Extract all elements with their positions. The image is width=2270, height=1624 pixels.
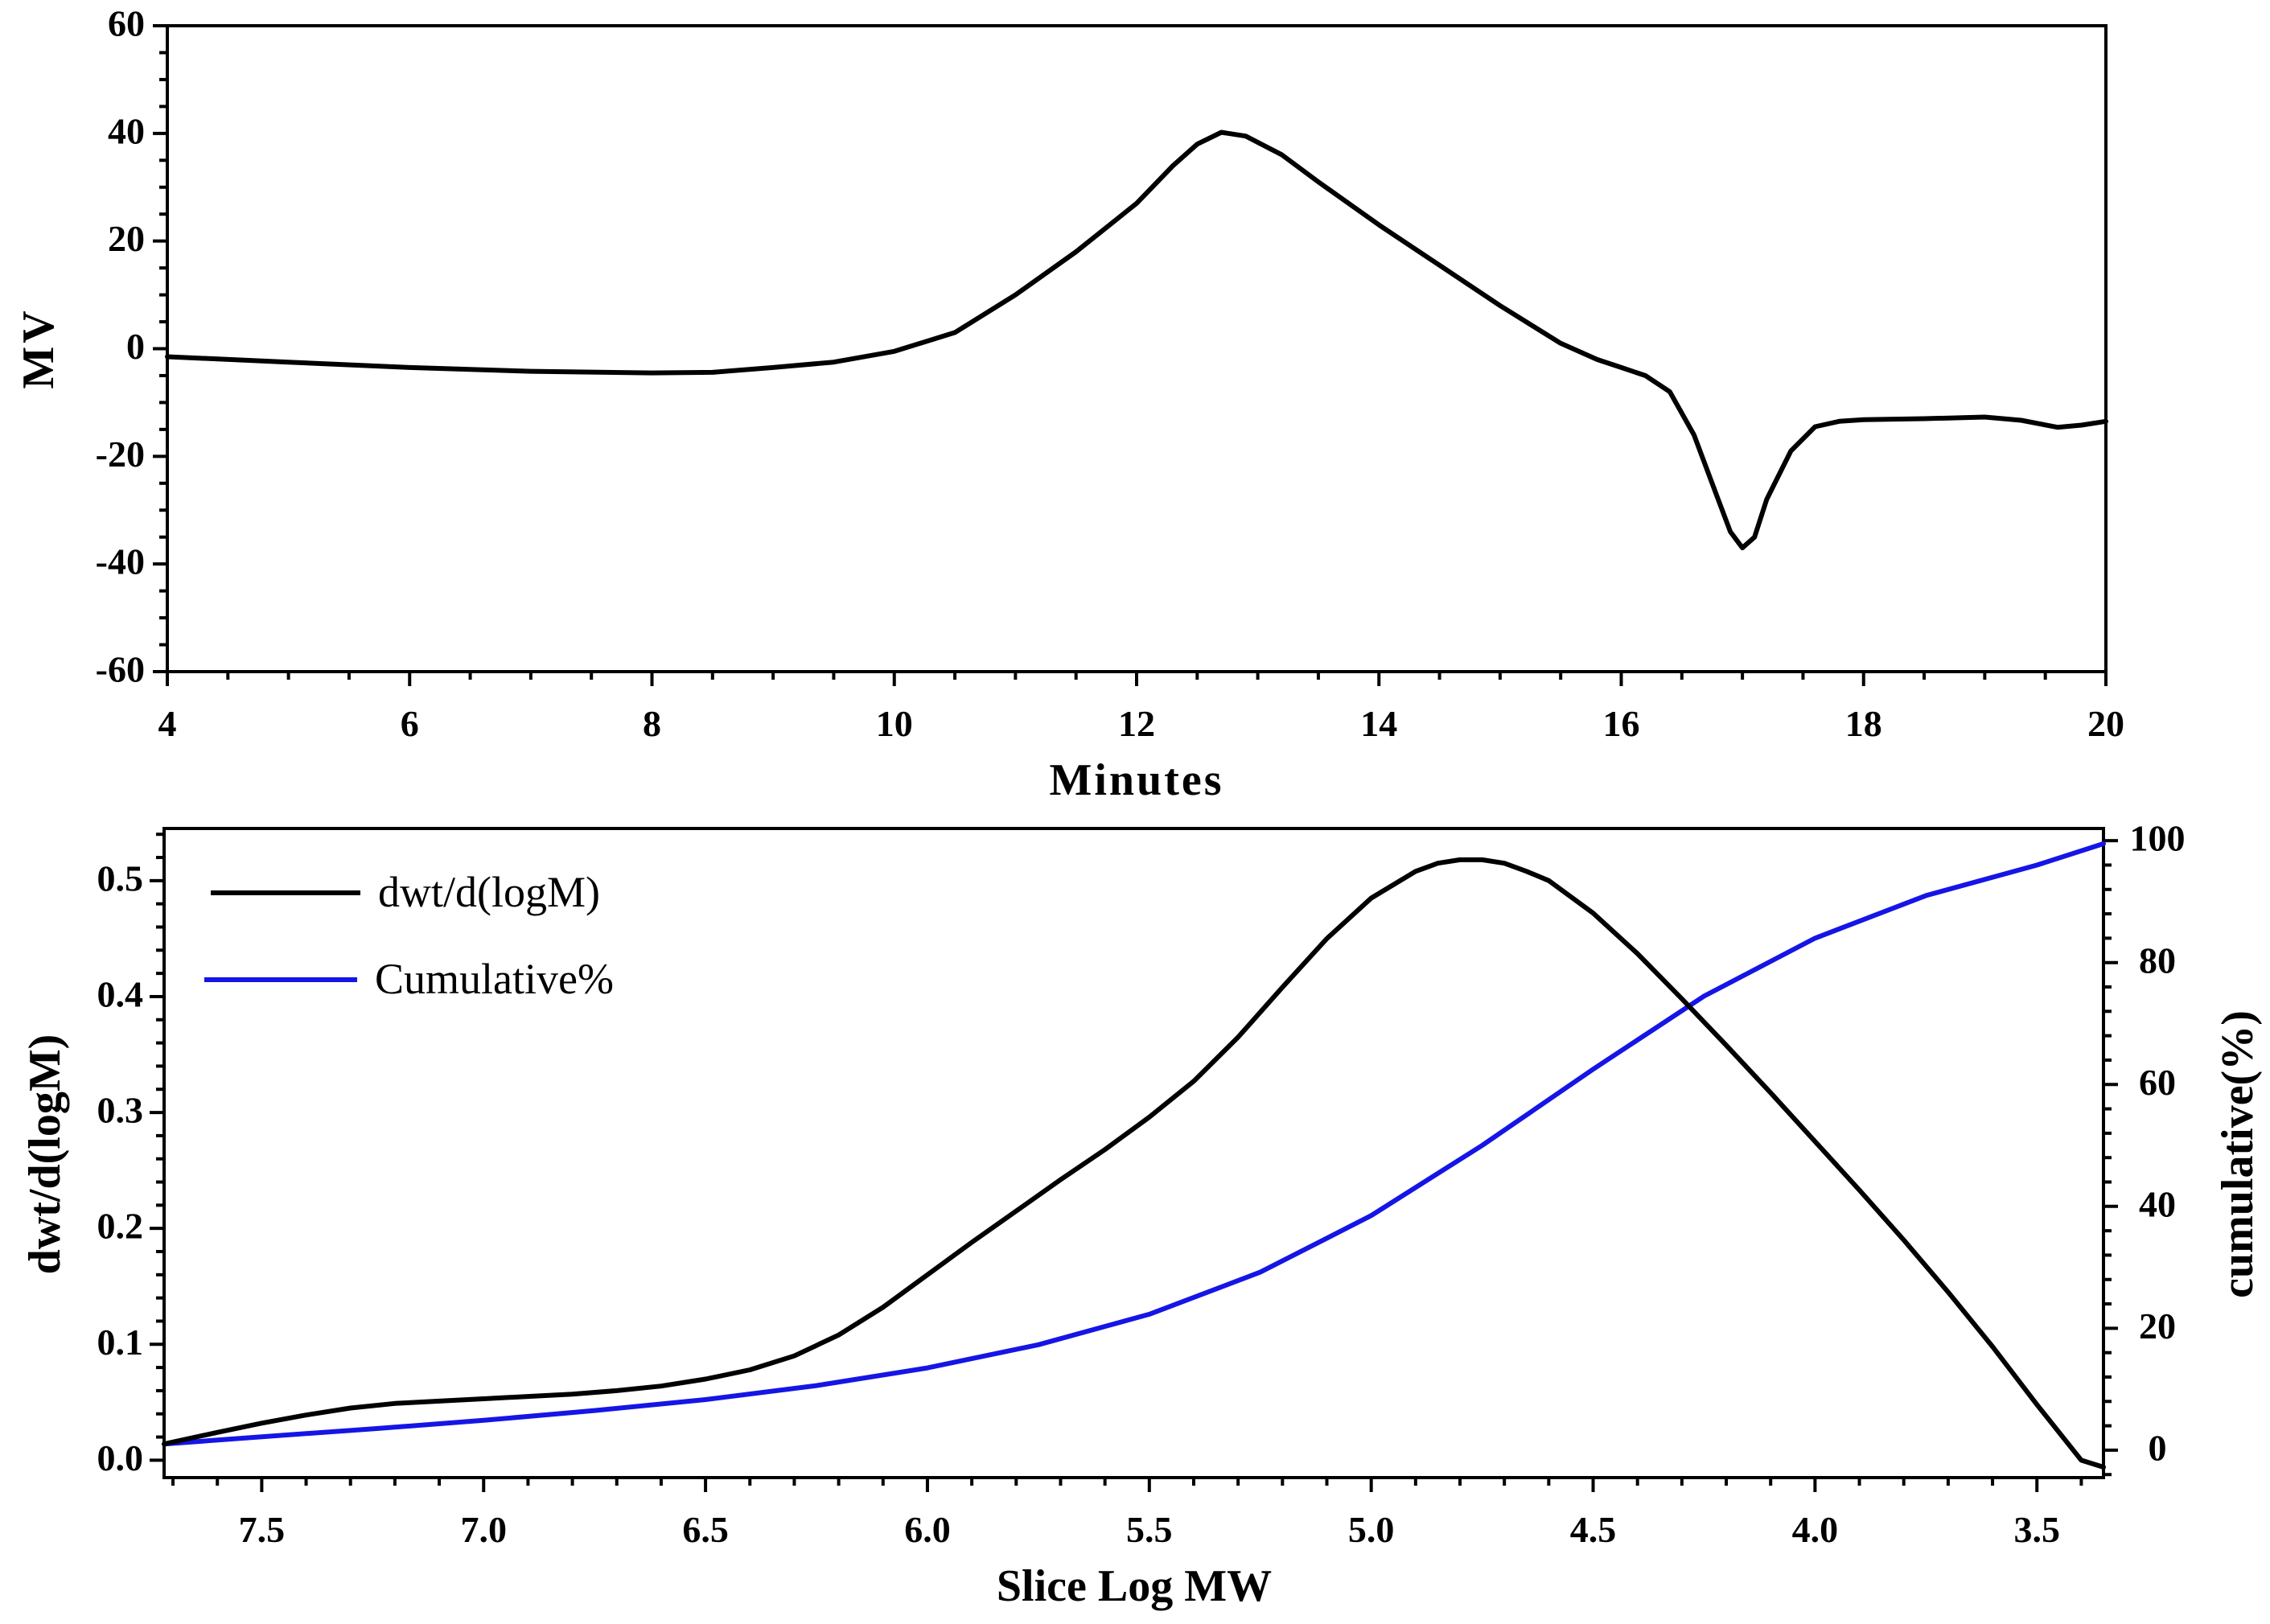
y2-tick-label: 100 [2130,818,2186,859]
y-tick-label: 0.1 [97,1322,144,1363]
y-tick-label: 60 [108,3,145,44]
y-tick-label: 20 [108,218,145,259]
x-tick-label: 8 [643,703,661,744]
y-tick-label: 40 [108,110,145,151]
y-tick-label: -60 [96,649,145,690]
y-tick-labels: 60 40 20 0 -20 -40 -60 [96,3,145,690]
x-tick-label: 4.0 [1792,1509,1839,1550]
x-tick-label: 4.5 [1570,1509,1617,1550]
x-tick-label: 6 [401,703,419,744]
x-axis-title: Minutes [1050,755,1224,805]
y-tick-label: 0 [126,326,145,367]
cumulative-series-line [162,841,2106,1447]
x-tick-labels: 7.5 7.0 6.5 6.0 5.5 5.0 4.5 4.0 3.5 [239,1509,2060,1550]
x-tick-label: 20 [2087,703,2124,744]
x-tick-label: 5.0 [1348,1509,1395,1550]
x-tick-label: 6.0 [904,1509,951,1550]
y2-tick-label: 20 [2139,1305,2176,1346]
y2-tick-label: 80 [2139,939,2176,981]
y-axis-title: MV [14,307,64,389]
x-tick-label: 6.5 [682,1509,729,1550]
x-tick-label: 3.5 [2013,1509,2060,1550]
y-tick-label: 0.5 [97,857,144,898]
x-tick-label: 16 [1603,703,1640,744]
x-tick-label: 14 [1360,703,1397,744]
y-tick-labels: 0.0 0.1 0.2 0.3 0.4 0.5 [97,857,144,1478]
mv-series-line [165,130,2108,551]
tick-marks [150,833,2118,1492]
y2-tick-labels: 0 20 40 60 80 100 [2130,818,2186,1469]
chromatogram-chart: 60 40 20 0 -20 -40 -60 4 6 8 10 12 14 16… [14,3,2124,805]
y2-axis-title: cumulative(%) [2213,1010,2263,1298]
x-tick-label: 7.5 [239,1509,286,1550]
x-tick-labels: 4 6 8 10 12 14 16 18 20 [158,703,2125,744]
y2-tick-label: 40 [2139,1183,2176,1224]
legend-label-cumulative: Cumulative% [375,955,614,1003]
plot-frame [162,827,2105,1479]
y-axis-title: dwt/d(logM) [20,1034,70,1275]
y-tick-label: -20 [96,434,145,475]
y2-tick-label: 0 [2149,1427,2167,1468]
y-tick-label: 0.2 [97,1206,144,1247]
x-tick-label: 18 [1845,703,1882,744]
x-tick-label: 10 [876,703,913,744]
tick-marks [153,24,2108,686]
legend-label-dwt: dwt/d(logM) [378,868,600,916]
legend: dwt/d(logM) Cumulative% [204,868,614,1003]
molecular-weight-distribution-chart: 0.0 0.1 0.2 0.3 0.4 0.5 0 20 40 60 80 10… [20,818,2263,1611]
y-tick-label: 0.4 [97,974,144,1015]
dwt-series-line [162,857,2106,1470]
x-tick-label: 12 [1118,703,1155,744]
y-tick-label: 0.3 [97,1090,144,1131]
y2-tick-label: 60 [2139,1062,2176,1103]
x-axis-title: Slice Log MW [997,1561,1272,1611]
y-tick-label: 0.0 [97,1437,144,1478]
y-tick-label: -40 [96,541,145,582]
x-tick-label: 4 [158,703,177,744]
x-tick-label: 7.0 [460,1509,507,1550]
x-tick-label: 5.5 [1126,1509,1173,1550]
